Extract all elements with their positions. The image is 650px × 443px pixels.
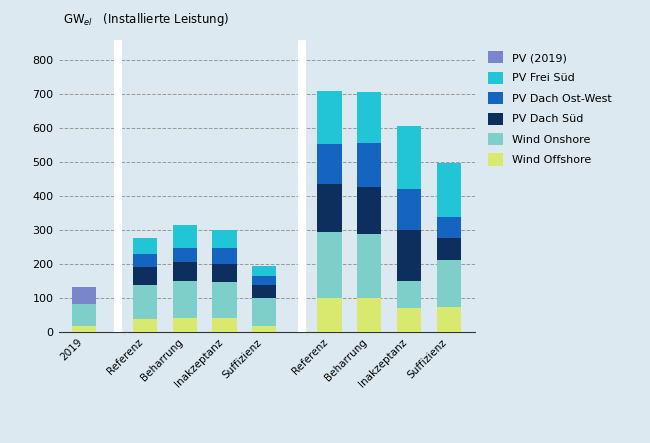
Bar [72,304,96,326]
Bar [397,308,421,332]
Bar [437,307,461,332]
Bar [72,287,96,304]
Legend: PV (2019), PV Frei Süd, PV Dach Ost-West, PV Dach Süd, Wind Onshore, Wind Offsho: PV (2019), PV Frei Süd, PV Dach Ost-West… [488,51,612,166]
Bar [213,318,237,332]
Bar [133,267,157,285]
Bar [213,248,237,264]
Bar [172,281,197,318]
Bar [172,318,197,332]
Bar [252,276,276,285]
Bar [213,282,237,318]
Bar [213,229,237,248]
Bar [317,298,342,332]
Bar [397,229,421,281]
Text: GW$_{el}$   (Installierte Leistung): GW$_{el}$ (Installierte Leistung) [62,11,229,28]
Bar [252,298,276,326]
Bar [133,285,157,319]
Bar [358,233,382,298]
Bar [397,281,421,308]
Bar [437,163,461,218]
Bar [252,266,276,276]
Bar [172,262,197,281]
Bar [72,326,96,332]
Bar [172,248,197,262]
Bar [252,285,276,298]
Bar [397,126,421,189]
Bar [437,260,461,307]
Bar [172,225,197,248]
Bar [358,298,382,332]
Bar [213,264,237,282]
Bar [358,187,382,233]
Bar [252,326,276,332]
Bar [317,232,342,298]
Bar [133,254,157,267]
Bar [133,319,157,332]
Bar [317,184,342,232]
Bar [437,238,461,260]
Bar [133,238,157,254]
Bar [397,189,421,229]
Bar [317,144,342,184]
Bar [317,91,342,144]
Bar [358,92,382,143]
Bar [358,143,382,187]
Bar [437,218,461,238]
